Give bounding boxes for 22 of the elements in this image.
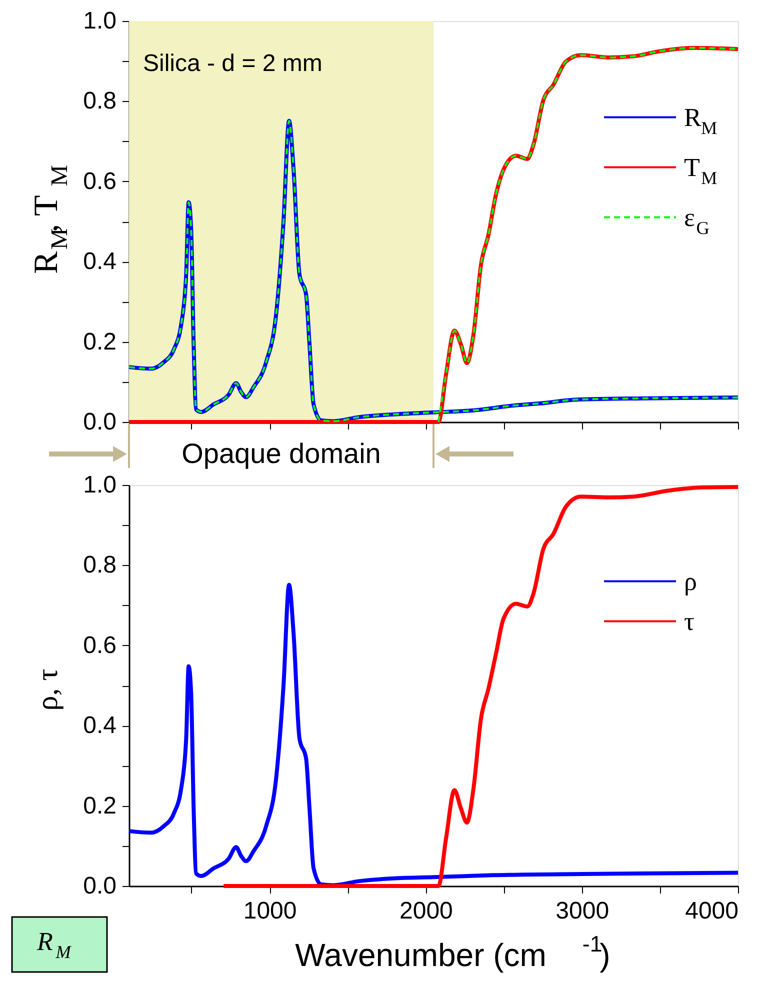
legend-label: τ [684, 607, 694, 636]
y-tick-label: 0.0 [83, 408, 116, 436]
annotation: Silica - d = 2 mm [143, 50, 322, 77]
x-tick-label: 1000 [243, 898, 297, 924]
y-tick-label: 0.8 [83, 552, 116, 579]
y-tick-label: 1.0 [83, 472, 116, 498]
y-axis-title: ρ, τ [31, 668, 64, 711]
band-label: Opaque domain [182, 438, 381, 469]
legend-label: ρ [684, 567, 698, 596]
y-tick-label: 1.0 [83, 8, 116, 34]
y-axis-title: RM, TM [28, 164, 74, 274]
y-tick-label: 0.0 [83, 872, 116, 900]
x-tick-label: 2000 [399, 898, 453, 924]
y-tick-label: 0.2 [83, 792, 116, 820]
y-tick-label: 0.4 [83, 712, 116, 740]
y-tick-label: 0.4 [83, 248, 116, 276]
x-tick-label: 3000 [556, 898, 610, 924]
x-tick-label: 4000 [685, 898, 738, 924]
y-tick-label: 0.6 [83, 168, 116, 195]
y-tick-label: 0.6 [83, 632, 116, 659]
y-tick-label: 0.8 [83, 88, 116, 115]
y-tick-label: 0.2 [83, 328, 116, 356]
